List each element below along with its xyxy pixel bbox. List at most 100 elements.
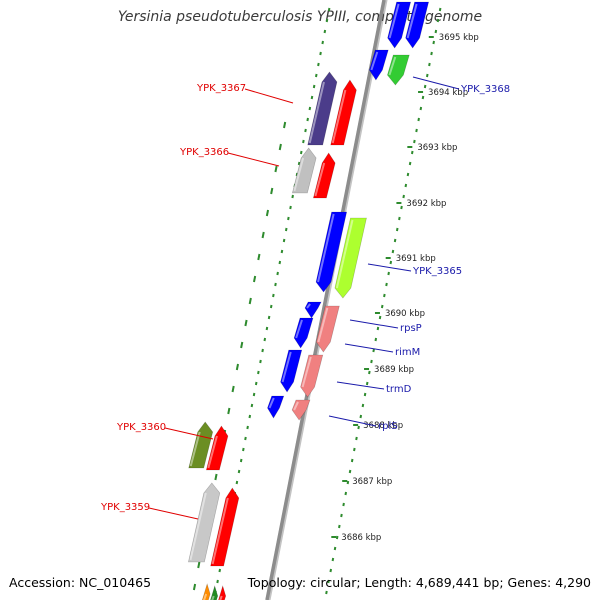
track-tick [340, 513, 343, 518]
track-tick [235, 480, 239, 485]
leader-line [328, 415, 377, 427]
track-tick [348, 469, 352, 474]
track-tick [342, 502, 345, 507]
track-tick [252, 392, 256, 397]
track-tick [436, 18, 440, 23]
track-tick [317, 62, 320, 67]
track-tick [353, 447, 356, 452]
track-tick [261, 348, 264, 353]
track-tick [389, 260, 393, 265]
track-tick [333, 546, 337, 551]
track-tick [319, 51, 322, 56]
scale-label: 3687 kbp [352, 477, 392, 487]
gene-rpsp-highlight [317, 307, 329, 343]
track-tick [387, 271, 390, 276]
track-tick [274, 282, 277, 287]
track-tick [282, 238, 286, 243]
track-tick [312, 84, 316, 89]
track-tick [415, 128, 418, 133]
gene-ypk3365-body [334, 217, 367, 299]
gene-ypk3366-red [313, 152, 336, 199]
track-tick [244, 436, 247, 441]
track-tick [408, 161, 412, 166]
gene-blue-d-highlight [268, 397, 275, 409]
track-dash [252, 275, 257, 283]
gene-ypk3366-red-highlight [314, 162, 326, 197]
track-tick [419, 106, 423, 111]
track-tick [402, 194, 405, 199]
track-tick [395, 227, 399, 232]
track-tick [267, 315, 271, 320]
track-tick [376, 326, 380, 331]
track-tick [242, 447, 245, 452]
gene-ypk3367-body [307, 71, 338, 146]
gene-ypk3368-body [387, 54, 410, 86]
leader-line [227, 152, 280, 167]
gene-orange-highlight [203, 593, 208, 600]
track-tick [259, 359, 262, 364]
track-tick [327, 579, 330, 584]
track-tick [218, 568, 222, 573]
track-tick [284, 227, 288, 232]
track-dash [244, 319, 248, 327]
track-tick [323, 29, 327, 34]
gene-blue-c-body [280, 349, 303, 393]
gene-ypk3367-red-highlight [331, 89, 347, 144]
track-tick [421, 95, 425, 100]
track-dash [227, 407, 231, 415]
gene-ypk3368 [387, 54, 410, 86]
gene-ypk3367-highlight [308, 81, 325, 144]
leader-line [349, 319, 399, 329]
gene-blue-b-highlight [295, 319, 303, 339]
gene-blue-c-highlight [281, 351, 292, 383]
track-tick [346, 480, 350, 485]
track-tick [263, 337, 267, 342]
track-tick [297, 161, 301, 166]
accession-text: Accession: NC_010465 [9, 575, 152, 590]
scale-label: 3694 kbp [428, 88, 468, 98]
track-tick [216, 579, 219, 584]
scale-label: 3689 kbp [374, 365, 414, 375]
scale-label: 3695 kbp [439, 33, 479, 43]
track-tick [329, 568, 333, 573]
track-tick [276, 271, 279, 276]
gene-ypk3365 [334, 217, 367, 299]
track-tick [280, 249, 284, 254]
track-tick [363, 392, 367, 397]
track-tick [299, 150, 303, 155]
gene-ypk3366 [291, 147, 317, 194]
gene-blue-b-body [293, 317, 314, 349]
gene-ypk3360-highlight [189, 431, 201, 467]
track-tick [417, 117, 420, 122]
leader-line [336, 381, 385, 390]
track-dash [248, 297, 252, 305]
track-dash [197, 561, 201, 569]
gene-ypk3360-red [205, 425, 229, 471]
leader-line [244, 88, 294, 104]
track-tick [314, 73, 318, 78]
gene-blue-top-1-body [387, 1, 411, 49]
gene-ypk3360-red-body [205, 425, 229, 471]
track-tick [432, 40, 435, 45]
gene-blue-top-3 [369, 49, 389, 81]
gene-red-small-highlight [219, 595, 223, 600]
gene-label: YPK_3367 [196, 83, 246, 94]
gene-label: YPK_3365 [412, 266, 462, 277]
gene-blue-mid [315, 211, 348, 293]
track-tick [350, 458, 354, 463]
track-tick [406, 172, 410, 177]
track-dash [192, 583, 197, 591]
gene-rimm-highlight [301, 356, 312, 388]
track-tick [265, 326, 269, 331]
track-tick [254, 381, 258, 386]
map-title: Yersinia pseudotuberculosis YPIII, compl… [117, 9, 483, 25]
track-tick [250, 403, 254, 408]
track-tick [383, 293, 386, 298]
scale-label: 3691 kbp [396, 254, 436, 264]
gene-blue-top-2-highlight [406, 3, 418, 39]
track-tick [380, 304, 384, 309]
track-tick [361, 403, 365, 408]
track-tick [335, 535, 339, 540]
gene-rpsp-body [316, 305, 340, 353]
track-tick [325, 18, 329, 23]
